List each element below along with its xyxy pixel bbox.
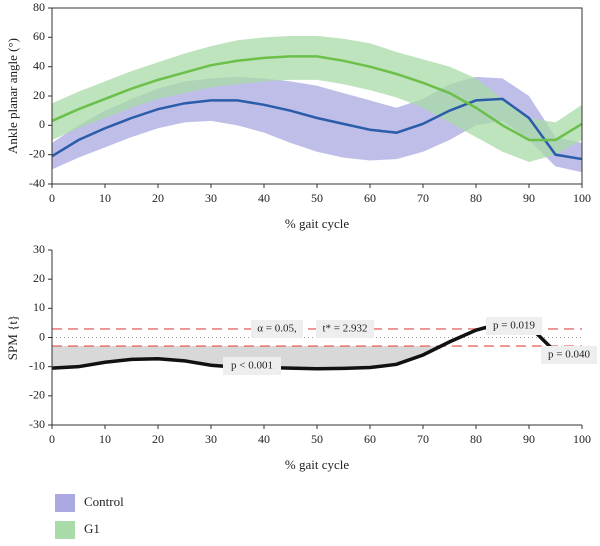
x-tick-label: 20 xyxy=(152,191,164,205)
x-tick-label: 40 xyxy=(258,191,270,205)
annotation-box xyxy=(541,346,597,364)
x-tick-label: 20 xyxy=(152,432,164,446)
y-tick-label: 0 xyxy=(39,329,45,343)
y-tick-label: 30 xyxy=(33,242,45,256)
x-tick-label: 0 xyxy=(49,432,55,446)
y-tick-label: -30 xyxy=(29,417,45,431)
y-tick-label: -20 xyxy=(29,388,45,402)
spm-curve xyxy=(51,321,557,371)
x-axis-label: % gait cycle xyxy=(285,216,349,231)
annotation: t* = 2.932 xyxy=(322,323,367,335)
x-tick-label: 80 xyxy=(470,191,482,205)
annotation: p = 0.040 xyxy=(548,349,590,361)
legend-label: G1 xyxy=(84,521,100,536)
y-tick-label: 80 xyxy=(33,0,45,14)
y-tick-label: 20 xyxy=(33,88,45,102)
series-line xyxy=(51,97,583,161)
x-tick-label: 60 xyxy=(364,191,376,205)
x-tick-label: 10 xyxy=(99,432,111,446)
x-tick-label: 90 xyxy=(523,191,535,205)
x-tick-label: 60 xyxy=(364,432,376,446)
y-tick-label: 0 xyxy=(39,117,45,131)
legend-swatch xyxy=(55,494,75,512)
annotation: p < 0.001 xyxy=(231,360,273,372)
x-tick-label: 70 xyxy=(417,432,429,446)
y-tick-label: -20 xyxy=(29,146,45,160)
y-tick-label: 20 xyxy=(33,271,45,285)
annotation: α = 0.05, xyxy=(257,323,297,335)
x-tick-label: 30 xyxy=(205,191,217,205)
legend-label: Control xyxy=(84,494,124,509)
y-tick-label: -40 xyxy=(29,176,45,190)
x-tick-label: 100 xyxy=(573,432,591,446)
y-tick-label: 60 xyxy=(33,29,45,43)
annotation-box xyxy=(316,320,374,338)
x-tick-label: 70 xyxy=(417,191,429,205)
x-tick-label: 50 xyxy=(311,191,323,205)
x-tick-label: 80 xyxy=(470,432,482,446)
x-axis-label: % gait cycle xyxy=(285,457,349,472)
x-tick-label: 50 xyxy=(311,432,323,446)
x-tick-label: 0 xyxy=(49,191,55,205)
y-axis-label: Ankle planar angle (°) xyxy=(5,38,20,154)
y-tick-label: 10 xyxy=(33,300,45,314)
band xyxy=(52,35,582,162)
x-tick-label: 90 xyxy=(523,432,535,446)
y-tick-label: -10 xyxy=(29,358,45,372)
annotation: p = 0.019 xyxy=(493,320,535,332)
y-axis-label: SPM {t} xyxy=(5,315,20,360)
series-line xyxy=(51,55,583,142)
legend-swatch xyxy=(55,521,75,539)
y-tick-label: 40 xyxy=(33,58,45,72)
x-tick-label: 10 xyxy=(99,191,111,205)
x-tick-label: 40 xyxy=(258,432,270,446)
annotation-box xyxy=(251,320,303,338)
annotation-box xyxy=(223,357,281,375)
x-tick-label: 100 xyxy=(573,191,591,205)
x-tick-label: 30 xyxy=(205,432,217,446)
annotation-box xyxy=(486,317,542,335)
